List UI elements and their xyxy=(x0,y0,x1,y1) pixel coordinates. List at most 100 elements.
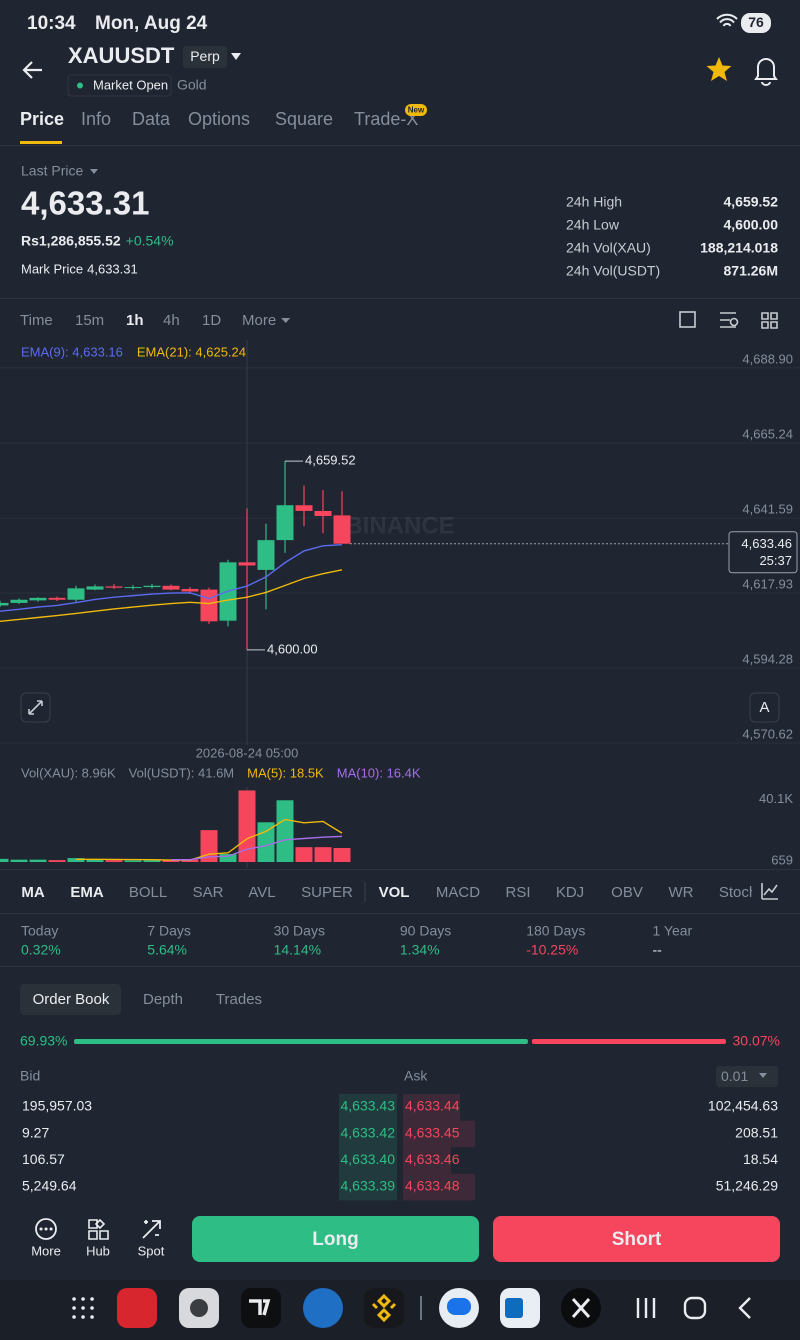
last-price-tag xyxy=(728,531,798,574)
tab[interactable]: Info xyxy=(81,109,111,129)
indicator-settings-icon[interactable] xyxy=(761,883,778,900)
low-label: 4,600.00 xyxy=(267,641,318,656)
ask-price: 4,633.46 xyxy=(405,1151,460,1167)
tool-label[interactable]: Spot xyxy=(138,1243,165,1258)
y-tick-label: 40.1K xyxy=(759,791,793,806)
back-icon[interactable] xyxy=(22,61,42,79)
indicator-tab[interactable]: BOLL xyxy=(129,884,167,901)
app-icon xyxy=(447,1298,471,1315)
tab[interactable]: Price xyxy=(20,109,64,129)
stat-value: 871.26M xyxy=(724,263,778,279)
app-icon[interactable] xyxy=(117,1288,157,1328)
long-label[interactable]: Long xyxy=(312,1229,358,1250)
indicator-tab[interactable]: SAR xyxy=(193,884,224,901)
tab[interactable]: Data xyxy=(132,109,171,129)
period-label: Today xyxy=(21,923,58,939)
bid-price: 4,633.39 xyxy=(341,1178,396,1194)
bid-quantity: 9.27 xyxy=(22,1124,49,1140)
period-label: 90 Days xyxy=(400,923,451,939)
long-button[interactable] xyxy=(192,1216,479,1262)
active-tab-indicator xyxy=(20,141,62,144)
auto-scale-button[interactable] xyxy=(749,692,780,723)
legend-entry: Vol(USDT): 41.6M xyxy=(129,765,234,780)
tick-size[interactable]: 0.01 xyxy=(721,1068,748,1084)
interval[interactable]: 15m xyxy=(75,312,104,329)
candle-body xyxy=(295,505,313,511)
tab[interactable]: Square xyxy=(275,109,333,129)
indicator-tab[interactable]: Stoch xyxy=(719,884,757,901)
bid-quantity: 106.57 xyxy=(22,1151,65,1167)
order-book-tab[interactable]: Depth xyxy=(143,991,183,1008)
recents-button[interactable] xyxy=(636,1298,656,1318)
interval[interactable]: 1D xyxy=(202,312,221,329)
tool-label[interactable]: Hub xyxy=(86,1243,110,1258)
legend-entry: EMA(9): 4,633.16 xyxy=(21,344,123,359)
short-label[interactable]: Short xyxy=(612,1229,662,1250)
stat-label: 24h High xyxy=(566,194,622,210)
tab[interactable]: Options xyxy=(188,109,250,129)
dropdown-icon[interactable] xyxy=(231,53,241,60)
hub-icon[interactable] xyxy=(88,1218,109,1240)
market-status-pill xyxy=(67,74,172,97)
apps-icon[interactable] xyxy=(72,1297,94,1319)
watermark: BINANCE xyxy=(345,512,454,539)
volume-bar xyxy=(48,860,66,862)
dropdown-icon xyxy=(759,1073,767,1078)
ask-quantity: 102,454.63 xyxy=(708,1098,778,1114)
order-book-tab[interactable]: Order Book xyxy=(33,991,110,1008)
indicator-tab[interactable]: RSI xyxy=(505,884,530,901)
legend-entry: Vol(XAU): 8.96K xyxy=(21,765,116,780)
candle-body xyxy=(276,505,294,541)
favorite-icon[interactable] xyxy=(706,57,732,81)
ask-depth-bar xyxy=(403,1094,460,1121)
active-subtab xyxy=(20,984,121,1015)
x-axis-label: 2026-08-24 05:00 xyxy=(196,745,299,760)
battery-icon xyxy=(741,13,771,33)
indicator-tab[interactable]: AVL xyxy=(248,884,275,901)
period-label: 30 Days xyxy=(274,923,325,939)
bid-price: 4,633.40 xyxy=(341,1151,396,1167)
ask-quantity: 51,246.29 xyxy=(716,1178,778,1194)
interval[interactable]: 1h xyxy=(126,312,144,329)
settings-icon[interactable] xyxy=(720,312,736,328)
home-button[interactable] xyxy=(683,1296,707,1320)
interval[interactable]: Time xyxy=(20,312,53,329)
expand-button[interactable] xyxy=(20,692,51,723)
indicator-tab[interactable]: MA xyxy=(21,884,44,901)
interval[interactable]: 4h xyxy=(163,312,180,329)
tab[interactable]: Trade-X xyxy=(354,109,418,129)
indicator-tab[interactable]: KDJ xyxy=(556,884,584,901)
order-book-tab[interactable]: Trades xyxy=(216,991,262,1008)
indicator-tab[interactable]: SUPER xyxy=(301,884,353,901)
interval[interactable]: More xyxy=(242,312,276,329)
indicator-tab[interactable]: MACD xyxy=(436,884,480,901)
chart-tool-icon[interactable] xyxy=(679,311,696,328)
indicator-tab[interactable]: OBV xyxy=(611,884,643,901)
tool-label[interactable]: More xyxy=(31,1243,61,1258)
volume-bar xyxy=(143,860,161,862)
short-button[interactable] xyxy=(493,1216,780,1262)
period-change: 1.34% xyxy=(400,942,440,958)
y-tick-label: 659 xyxy=(771,852,793,867)
alert-icon[interactable] xyxy=(754,58,778,86)
candle-body xyxy=(67,588,85,600)
indicator-tabs: MA EMA BOLL SAR AVL SUPER VOL MACD RSI KDJ OBV WR St… xyxy=(21,884,757,901)
spot-icon[interactable] xyxy=(142,1220,161,1239)
high-label: 4,659.52 xyxy=(305,453,356,468)
y-tick-label: 4,594.28 xyxy=(742,651,793,666)
volume-bar xyxy=(295,847,313,862)
contract-tag xyxy=(183,46,227,68)
candle-body xyxy=(200,589,218,622)
layout-icon[interactable] xyxy=(761,312,778,329)
ask-ratio-bar xyxy=(531,1039,726,1044)
app-icon[interactable] xyxy=(303,1288,343,1328)
back-button[interactable] xyxy=(738,1297,751,1319)
auto-scale-label[interactable]: A xyxy=(759,699,769,716)
indicator-tab[interactable]: VOL xyxy=(379,884,410,901)
tick-size-select[interactable] xyxy=(716,1066,778,1087)
more-icon[interactable] xyxy=(35,1218,57,1240)
indicator-tab[interactable]: EMA xyxy=(70,884,104,901)
indicator-tab[interactable]: WR xyxy=(669,884,694,901)
dropdown-icon xyxy=(90,169,98,174)
